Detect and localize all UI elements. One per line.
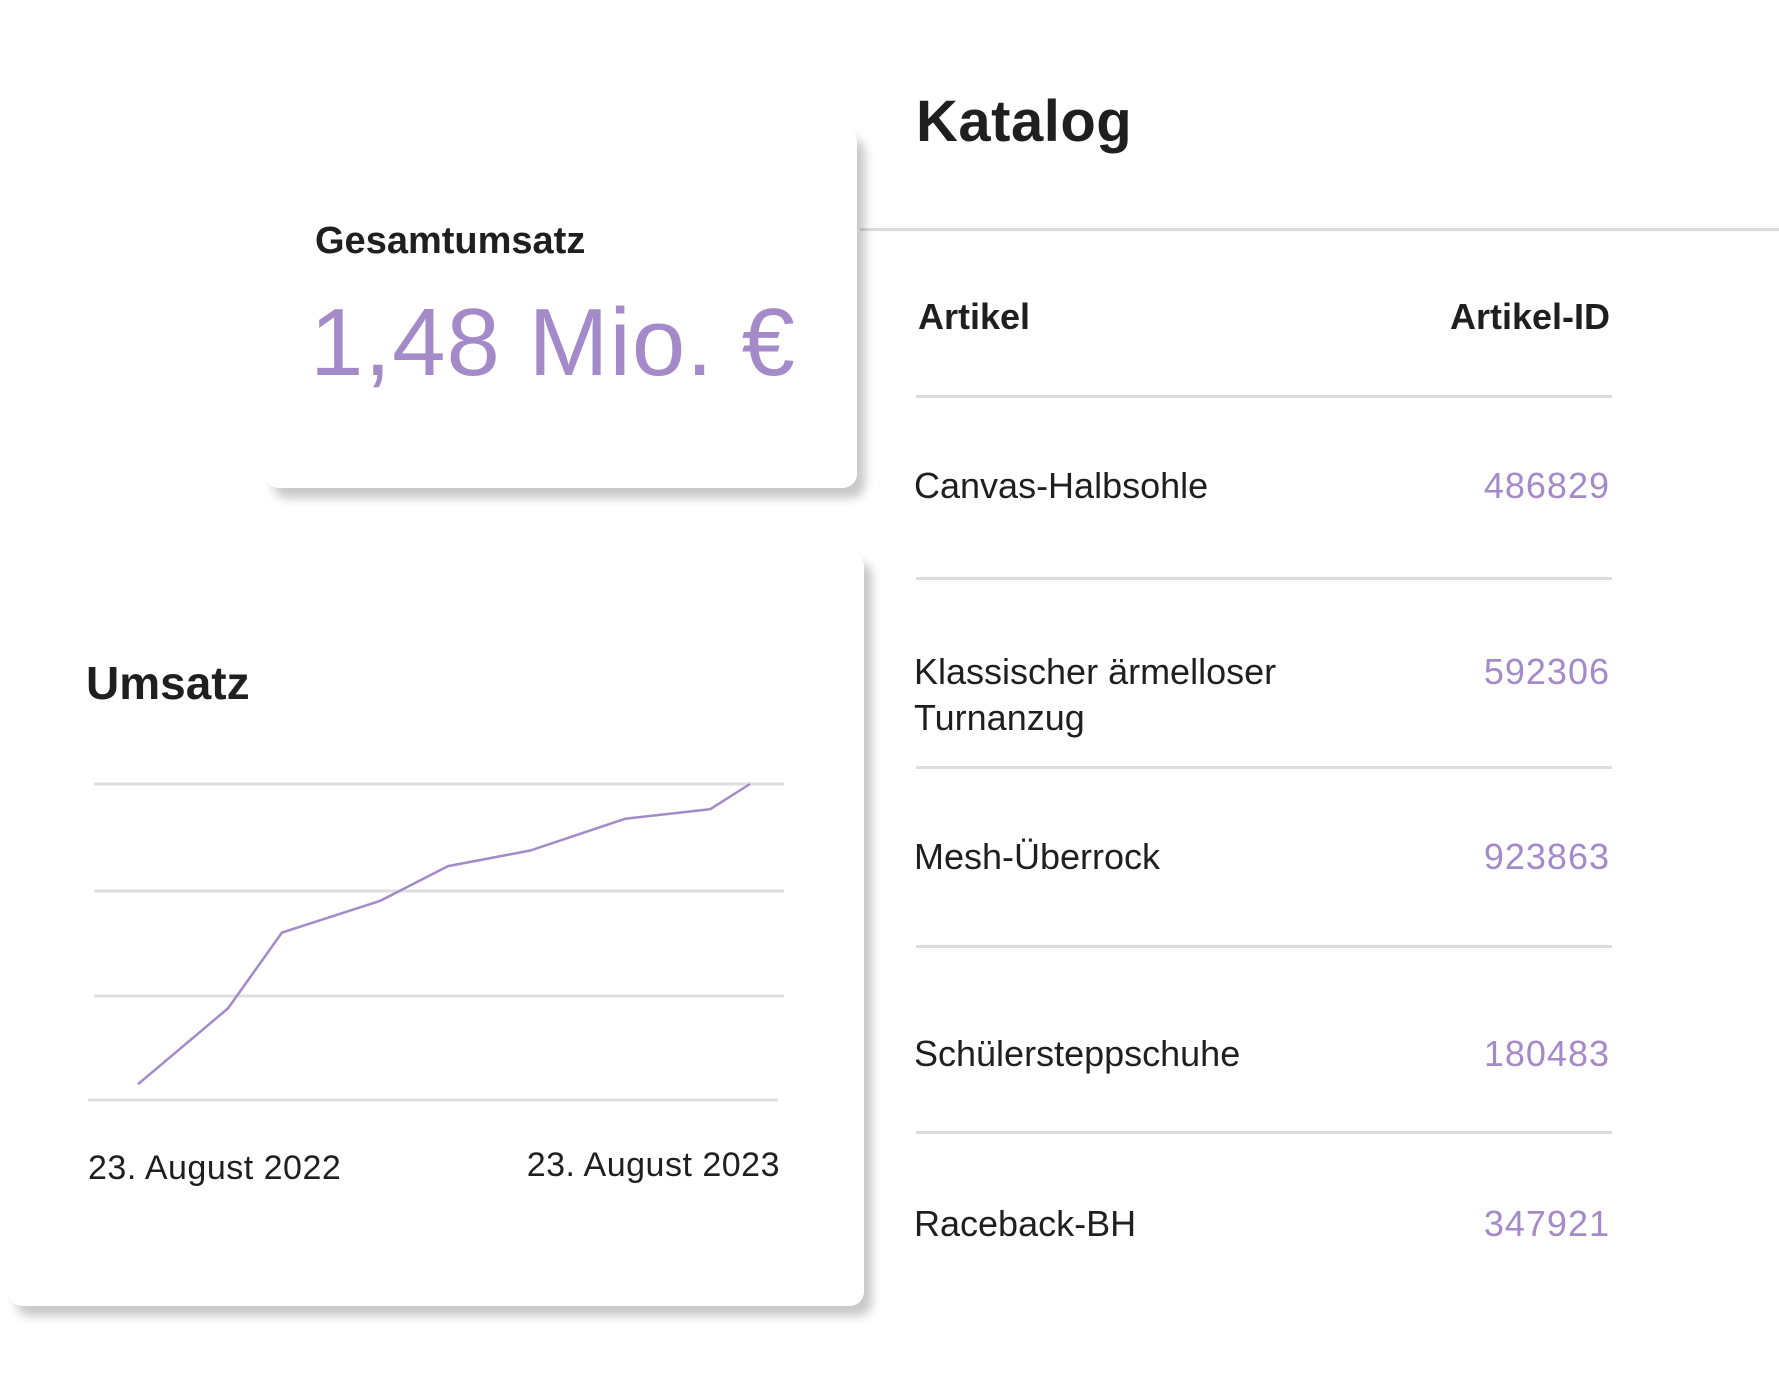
item-id: 592306 <box>1483 651 1610 692</box>
column-header-artikel-id: Artikel-ID <box>1449 296 1610 337</box>
catalog-title-divider <box>860 228 1779 231</box>
item-name: Klassischer ärmelloser Turnanzug <box>914 651 1277 738</box>
item-id: 347921 <box>1483 1203 1610 1244</box>
item-id: 923863 <box>1483 836 1610 877</box>
item-id: 180483 <box>1483 1033 1610 1074</box>
kpi-label: Gesamtumsatz <box>315 220 586 262</box>
total-revenue-card: Gesamtumsatz 1,48 Mio. € <box>265 128 857 488</box>
item-id: 486829 <box>1483 465 1610 506</box>
x-axis-label-start: 23. August 2022 <box>88 1149 342 1187</box>
revenue-chart-card: Umsatz 23. August 2022 23. August 2023 <box>8 552 864 1306</box>
row-divider <box>916 1131 1612 1134</box>
row-divider <box>916 577 1612 580</box>
x-axis-label-end: 23. August 2023 <box>526 1146 780 1184</box>
line-chart <box>88 782 784 1102</box>
item-name: Canvas-Halbsohle <box>914 465 1209 506</box>
item-name: Mesh-Überrock <box>914 836 1161 877</box>
row-divider <box>916 766 1612 769</box>
chart-title: Umsatz <box>86 657 250 709</box>
item-name: Schülersteppschuhe <box>914 1033 1241 1074</box>
column-header-artikel: Artikel <box>918 296 1031 337</box>
item-name: Raceback-BH <box>914 1203 1137 1244</box>
row-divider <box>916 945 1612 948</box>
kpi-value: 1,48 Mio. € <box>310 289 796 396</box>
revenue-series-line <box>137 782 751 1086</box>
catalog-title: Katalog <box>916 89 1133 154</box>
header-divider <box>916 395 1612 398</box>
